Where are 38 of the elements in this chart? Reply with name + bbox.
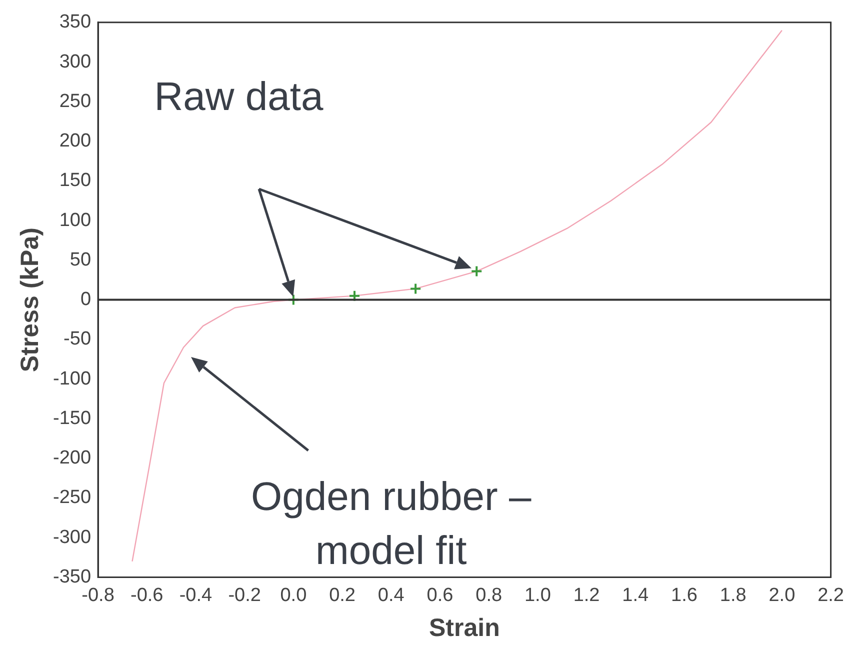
x-tick-label: 1.2 <box>573 584 600 606</box>
x-tick-label: 1.8 <box>720 584 746 606</box>
y-tick-label: -150 <box>52 408 92 429</box>
point <box>470 265 483 278</box>
y-tick-label: 50 <box>70 249 92 270</box>
x-tick-label: 1.6 <box>671 584 698 606</box>
y-tick-label: -200 <box>52 448 92 469</box>
y-tick-label: 200 <box>59 130 92 152</box>
x-tick-label: -0.8 <box>82 584 114 606</box>
y-axis-title: Stress (kPa) <box>16 228 44 372</box>
annotation: Raw data <box>154 74 324 121</box>
x-tick-label: 0.2 <box>329 584 356 606</box>
y-tick-label: 150 <box>59 170 92 192</box>
x-tick-label: 0.0 <box>280 584 307 606</box>
point <box>410 282 422 295</box>
y-tick-label: 300 <box>59 51 92 72</box>
y-tick-label: 250 <box>59 90 92 112</box>
x-tick-label: 0.8 <box>476 584 502 606</box>
y-tick-label: -250 <box>52 487 92 508</box>
y-tick-label: -100 <box>52 368 92 390</box>
point <box>348 290 360 302</box>
y-tick-label: 350 <box>59 12 92 33</box>
x-tick-label: 0.4 <box>378 584 405 606</box>
y-tick-label: -300 <box>52 526 92 548</box>
y-tick-label: 100 <box>59 210 92 231</box>
y-tick-label: -350 <box>52 566 92 588</box>
x-axis-title: Strain <box>428 614 500 642</box>
x-tick-label: -0.4 <box>179 584 213 606</box>
x-tick-label: 0.6 <box>426 584 454 606</box>
y-tick-label: 0 <box>80 289 92 310</box>
annotation: Ogden rubber – model fit <box>251 474 532 576</box>
y-tick-label: -50 <box>64 328 92 350</box>
x-tick-label: -0.6 <box>130 584 164 606</box>
x-tick-label: 1.4 <box>622 584 650 606</box>
x-tick-label: 1.0 <box>524 584 551 606</box>
x-tick-label: 2.2 <box>818 584 844 606</box>
x-tick-label: 2.0 <box>768 584 796 606</box>
x-tick-label: -0.2 <box>228 584 261 606</box>
